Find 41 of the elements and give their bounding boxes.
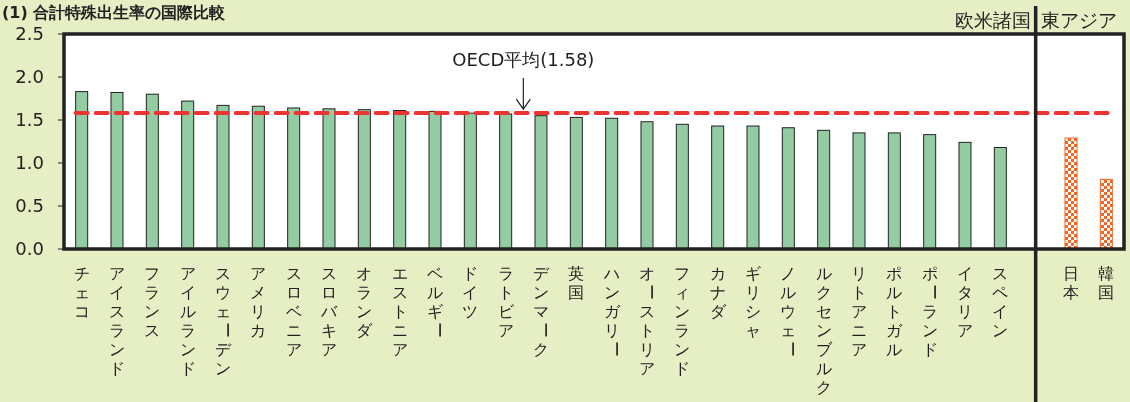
x-tick-label: ポルトガル — [886, 264, 904, 359]
text: 東アジア — [1040, 9, 1117, 31]
x-tick-label: 英国 — [568, 264, 585, 302]
y-tick-label: 2.5 — [15, 23, 44, 44]
x-tick-label: エストニア — [391, 264, 408, 359]
x-tick-label: アイルランド — [179, 264, 196, 378]
x-tick-label: ベルギー — [427, 264, 449, 338]
y-tick-label: 1.0 — [15, 152, 44, 173]
x-tick-label: スペイン — [992, 264, 1009, 340]
y-tick-label: 0.5 — [15, 195, 44, 216]
x-tick-label: チェコ — [73, 264, 90, 321]
y-tick-label: 0.0 — [15, 238, 44, 259]
chart-title: (1) 合計特殊出生率の国際比較 — [2, 3, 227, 22]
x-tick-label: ラトビア — [497, 264, 515, 340]
x-tick-label: デンマーク — [533, 264, 555, 359]
y-tick-label: 1.5 — [15, 109, 44, 130]
x-tick-label: 韓国 — [1098, 264, 1115, 302]
x-tick-label: フランス — [144, 264, 161, 340]
x-tick-label: スウェーデン — [215, 264, 237, 378]
bar — [1099, 178, 1113, 250]
x-tick-label: カナダ — [709, 264, 727, 321]
x-tick-label: イタリア — [957, 264, 973, 340]
bar — [1064, 137, 1078, 250]
x-tick-label: オランダ — [356, 264, 374, 340]
y-tick-label: 2.0 — [15, 66, 44, 87]
x-tick-label: リトアニア — [851, 264, 867, 359]
x-tick-label: フィンランド — [674, 264, 691, 378]
x-tick-label: アイスランド — [109, 264, 125, 378]
x-tick-label: ポーランド — [921, 264, 944, 359]
x-tick-label: ノルウェー — [780, 264, 803, 357]
x-tick-label: オーストリア — [639, 264, 661, 378]
x-tick-label: ハンガリー — [602, 264, 626, 357]
x-tick-label: ルクセンブルク — [815, 264, 833, 397]
ref-line-label: OECD平均(1.58) — [452, 49, 595, 70]
x-tick-label: スロバキア — [320, 264, 338, 359]
x-tick-label: スロベニア — [285, 264, 302, 359]
x-tick-label: ギリシャ — [745, 264, 761, 340]
x-tick-label: アメリカ — [250, 264, 267, 340]
x-tick-label: 日本 — [1063, 264, 1079, 302]
text: 欧米諸国 — [954, 9, 1031, 31]
x-tick-label: ドイツ — [462, 264, 479, 321]
